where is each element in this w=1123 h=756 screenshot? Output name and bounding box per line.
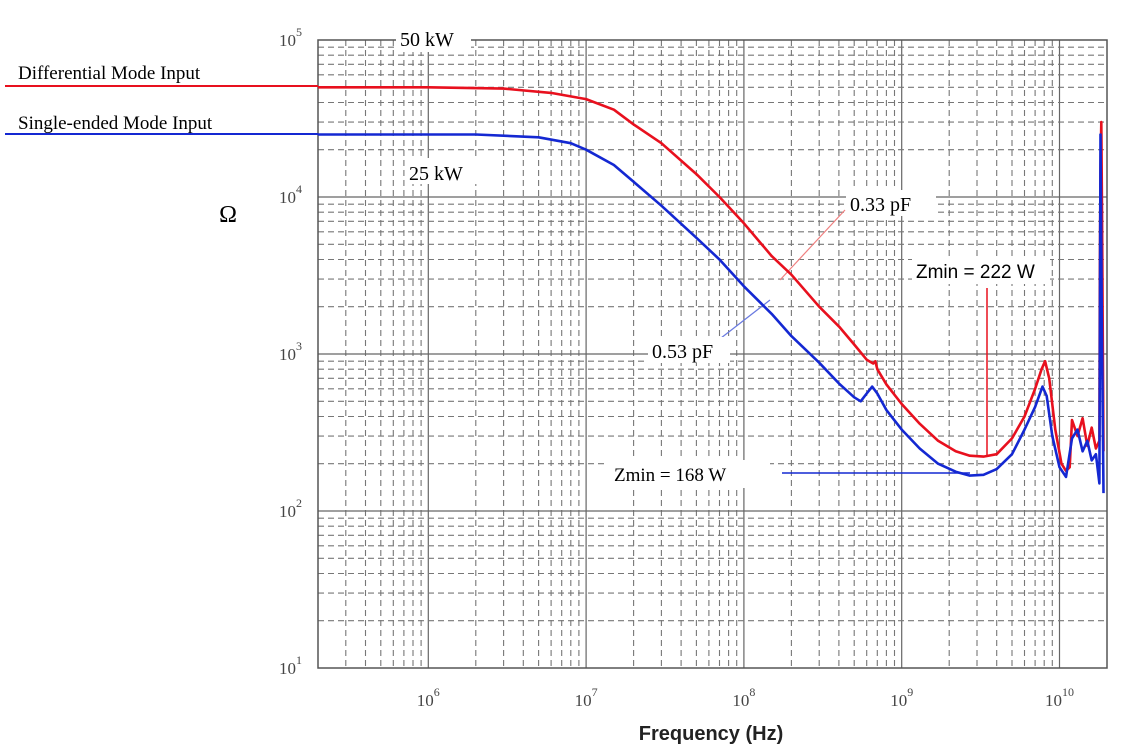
annotation-25kw: 25 kW (409, 163, 463, 185)
annotation-033pf-bg (846, 190, 936, 216)
y-axis-label: Ω (219, 202, 237, 228)
y-tick-label: 103 (279, 339, 302, 364)
y-tick-label: 101 (279, 653, 302, 678)
annotation-zmin222: Zmin = 222 W (916, 262, 1035, 283)
legend-label-differential: Differential Mode Input (18, 63, 201, 84)
grid (318, 40, 1107, 668)
annotation-zmin168-bg (608, 460, 770, 488)
annotation-25kw-bg (405, 158, 480, 184)
tick-labels: 106 107 108 109 1010 101 102 103 104 105 (279, 25, 1074, 710)
annotation-053pf: 0.53 pF (652, 341, 713, 363)
legend: Differential Mode Input Single-ended Mod… (5, 63, 318, 135)
y-tick-label: 105 (279, 25, 302, 50)
x-axis-label: Frequency (Hz) (639, 723, 783, 745)
annotation-50kw-bg (396, 26, 471, 52)
annotation-50kw: 50 kW (400, 29, 454, 51)
series-line-single-ended (318, 133, 1105, 494)
x-tick-label: 1010 (1045, 685, 1074, 710)
annotations: 50 kW 25 kW 0.33 pF 0.53 pF Zmin = 222 W… (396, 26, 1050, 488)
plot-frame (317, 39, 1108, 669)
data-series (318, 86, 1105, 494)
leader-line-033pf (779, 209, 846, 281)
x-tick-label: 109 (890, 685, 913, 710)
annotation-033pf: 0.33 pF (850, 194, 911, 216)
legend-label-single-ended: Single-ended Mode Input (18, 113, 213, 134)
x-tick-label: 107 (575, 685, 598, 710)
y-tick-label: 104 (279, 182, 302, 207)
x-tick-label: 108 (732, 685, 755, 710)
x-tick-label: 106 (417, 685, 440, 710)
annotation-zmin222-bg (912, 258, 1050, 284)
annotation-zmin168: Zmin = 168 W (614, 465, 726, 486)
y-tick-label: 102 (279, 496, 302, 521)
annotation-053pf-bg (648, 337, 730, 363)
